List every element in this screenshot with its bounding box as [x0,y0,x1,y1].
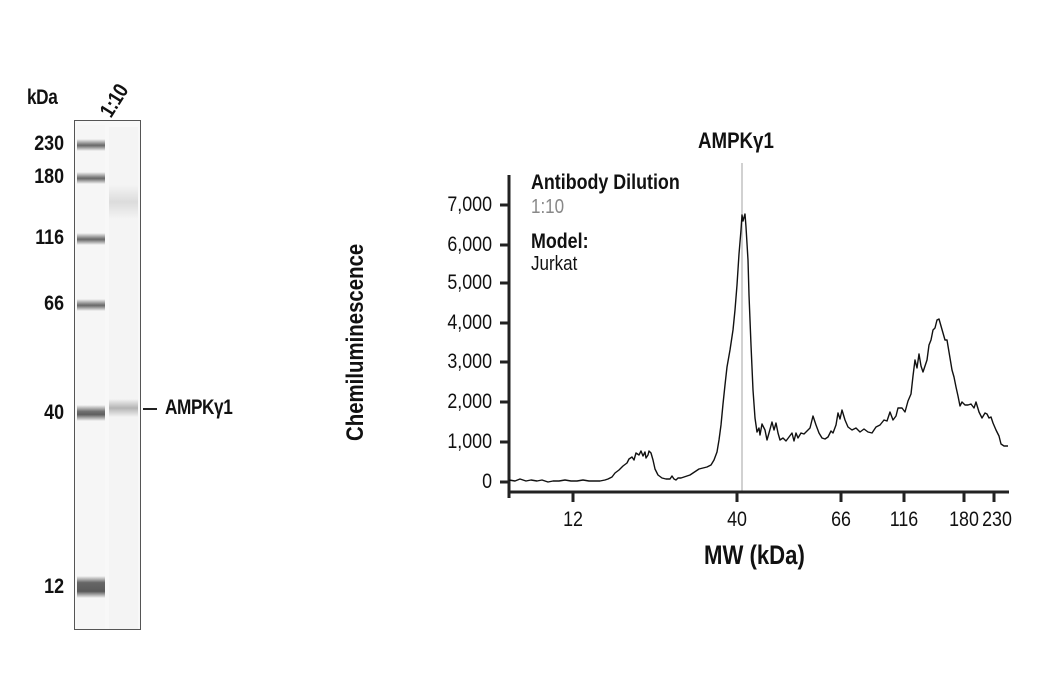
marker-label-116: 116 [35,226,64,249]
ladder-band-230 [77,139,105,151]
marker-label-66: 66 [44,292,64,315]
band-annotation: AMPKγ1 [165,396,233,419]
marker-label-180: 180 [34,165,64,188]
x-tick-66: 66 [831,508,851,531]
unit-label: kDa [27,86,58,109]
marker-label-40: 40 [44,401,64,424]
x-tick-12: 12 [563,508,583,531]
marker-label-230: 230 [34,132,64,155]
ladder-lane [77,125,105,629]
y-tick-2000: 2,000 [447,390,492,413]
legend-model-value: Jurkat [531,253,578,275]
band-pointer-line [143,408,157,410]
y-tick-3000: 3,000 [447,350,492,373]
signal-trace [508,213,1008,483]
ladder-band-116 [77,233,105,245]
y-tick-6000: 6,000 [447,233,492,256]
y-tick-7000: 7,000 [447,193,492,216]
sample-band-high [109,185,138,219]
x-tick-180: 180 [949,508,979,531]
legend-model-heading: Model: [531,230,589,253]
legend-dilution-heading: Antibody Dilution [531,171,680,194]
sample-lane [109,127,138,629]
y-tick-4000: 4,000 [447,311,492,334]
ladder-band-66 [77,299,105,311]
sample-band-ampk [109,399,138,417]
y-tick-1000: 1,000 [447,430,492,453]
legend-dilution-value: 1:10 [531,196,565,218]
gel-image [74,120,141,630]
peak-annotation: AMPKγ1 [698,128,774,153]
x-tick-40: 40 [727,508,747,531]
ladder-band-40 [77,405,105,421]
ladder-band-180 [77,172,105,184]
x-tick-230: 230 [982,508,1012,531]
axes [500,175,1009,502]
ladder-band-12 [77,576,105,598]
x-tick-116: 116 [889,508,919,531]
x-axis-label: MW (kDa) [704,540,805,570]
y-tick-5000: 5,000 [447,271,492,294]
y-tick-0: 0 [482,470,492,493]
marker-label-12: 12 [44,575,64,598]
